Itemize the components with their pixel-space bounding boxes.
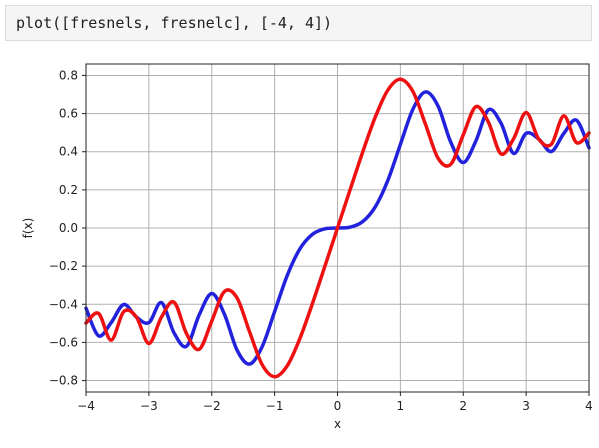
y-tick-label: 0.4 <box>59 145 78 159</box>
x-tick-label: 1 <box>397 399 405 413</box>
x-tick-label: −3 <box>140 399 158 413</box>
y-tick-label: 0.6 <box>59 107 78 121</box>
x-tick-label: 4 <box>585 399 593 413</box>
y-tick-label: −0.2 <box>49 259 78 273</box>
y-axis-label: f(x) <box>21 218 35 239</box>
x-axis-label: x <box>334 417 341 431</box>
ticks-layer: −4 −3 −2 −1 0 1 2 3 4 −0.8 −0.6 −0.4 −0.2 0.0 0.2 0.4 0.… <box>49 68 593 413</box>
y-tick-label: −0.6 <box>49 335 78 349</box>
y-tick-label: −0.4 <box>49 297 78 311</box>
series-line-red <box>84 77 591 379</box>
x-tick-label: 3 <box>522 399 530 413</box>
series-layer <box>84 77 591 379</box>
code-cell[interactable]: plot([fresnels, fresnelc], [-4, 4]) <box>5 5 592 41</box>
x-tick-label: −1 <box>266 399 284 413</box>
y-tick-label: 0.0 <box>59 221 78 235</box>
x-tick-label: 2 <box>459 399 467 413</box>
code-text: plot([fresnels, fresnelc], [-4, 4]) <box>16 14 333 32</box>
y-tick-label: −0.8 <box>49 374 78 388</box>
x-tick-label: 0 <box>334 399 342 413</box>
y-tick-label: 0.2 <box>59 183 78 197</box>
x-tick-label: −2 <box>203 399 221 413</box>
fresnel-chart: −4 −3 −2 −1 0 1 2 3 4 −0.8 −0.6 −0.4 −0.2 0.0 0.2 0.4 0.… <box>21 63 593 431</box>
y-tick-label: 0.8 <box>59 68 78 82</box>
x-tick-label: −4 <box>77 399 95 413</box>
